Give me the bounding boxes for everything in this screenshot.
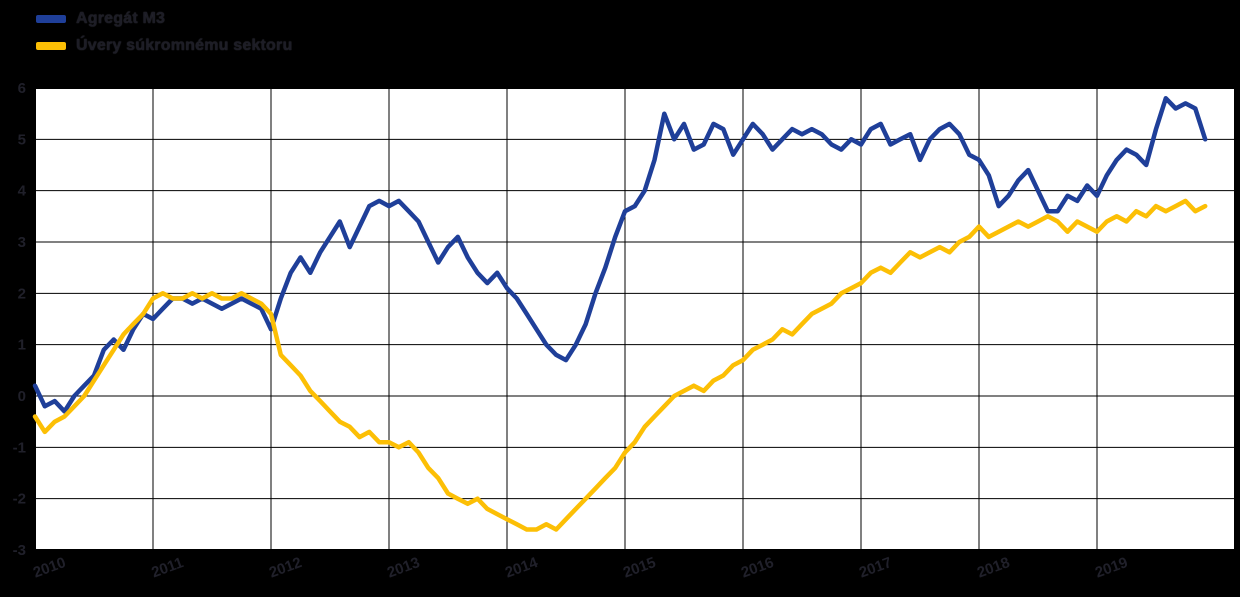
x-tick-label: 2014: [503, 554, 541, 582]
y-tick-label: 6: [18, 80, 26, 97]
series-line-1: [32, 198, 1208, 532]
x-tick-label: 2018: [975, 554, 1012, 581]
y-tick-label: 0: [18, 388, 26, 405]
legend-label-m3: Agregát M3: [76, 9, 166, 27]
legend-swatch-m3: [36, 14, 66, 23]
plot-area: [35, 88, 1235, 550]
y-tick-label: 5: [18, 131, 26, 148]
y-tick-label: -1: [13, 439, 26, 456]
legend-item-m3: Agregát M3: [36, 5, 292, 32]
legend-item-credit: Úvery súkromnému sektoru: [36, 32, 292, 59]
plot-border: [34, 87, 1236, 551]
legend-swatch-credit: [36, 41, 66, 50]
y-tick-label: 4: [18, 183, 27, 200]
y-tick-label: -3: [13, 542, 26, 559]
y-tick-label: 3: [18, 234, 26, 251]
legend-label-credit: Úvery súkromnému sektoru: [76, 36, 293, 54]
x-tick-label: 2019: [1093, 554, 1130, 581]
y-tick-label: -2: [13, 491, 26, 508]
x-tick-label: 2013: [385, 554, 422, 581]
y-tick-label: 1: [18, 337, 26, 354]
x-tick-label: 2012: [267, 554, 304, 581]
y-tick-label: 2: [18, 285, 26, 302]
x-tick-label: 2015: [621, 554, 658, 581]
x-tick-label: 2016: [739, 554, 776, 581]
x-tick-label: 2010: [31, 554, 68, 581]
x-tick-label: 2011: [149, 554, 185, 581]
chart-legend: Agregát M3 Úvery súkromnému sektoru: [36, 5, 292, 59]
series-line-0: [32, 96, 1208, 414]
x-tick-label: 2017: [857, 554, 894, 581]
